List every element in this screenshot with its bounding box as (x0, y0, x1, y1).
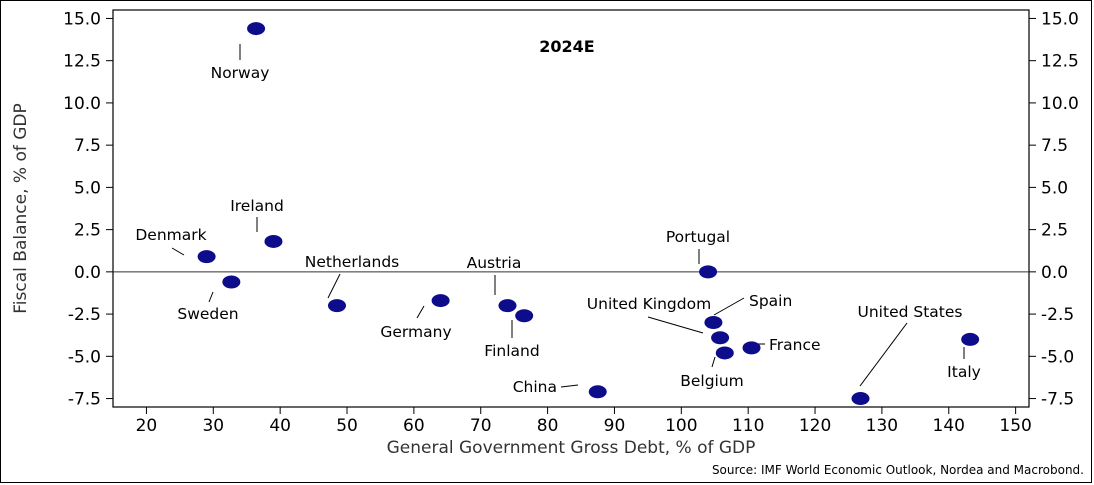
point-label: China (513, 378, 557, 396)
x-tick-label: 150 (999, 416, 1031, 436)
data-point (247, 22, 266, 36)
leader-line (711, 356, 716, 368)
point-label: Norway (211, 64, 270, 82)
y-tick-label-left: 5.0 (74, 178, 101, 198)
x-tick-label: 100 (665, 416, 697, 436)
y-tick-label-right: 2.5 (1041, 221, 1068, 241)
leader-line (560, 384, 579, 388)
y-tick-label-left: -2.5 (68, 305, 101, 325)
leader-line (713, 297, 745, 316)
data-point (742, 341, 761, 355)
x-tick-label: 120 (799, 416, 831, 436)
x-axis-title: General Government Gross Debt, % of GDP (387, 438, 756, 458)
point-label: France (769, 336, 821, 354)
y-tick-label-right: 7.5 (1041, 136, 1068, 156)
x-tick-label: 90 (604, 416, 626, 436)
data-point (699, 265, 718, 279)
leader-line (416, 305, 425, 319)
data-point (588, 385, 607, 399)
data-point (222, 275, 241, 289)
leader-line (208, 291, 214, 303)
y-tick-label-right: -2.5 (1041, 305, 1074, 325)
point-label: Germany (380, 323, 451, 341)
leader-line (327, 273, 341, 299)
point-label: Spain (749, 292, 792, 310)
y-tick-label-right: 12.5 (1041, 52, 1079, 72)
x-tick-label: 80 (537, 416, 559, 436)
data-point (704, 316, 723, 330)
data-point (851, 392, 870, 406)
x-tick-label: 70 (470, 416, 492, 436)
y-tick-label-right: 5.0 (1041, 178, 1068, 198)
x-tick-label: 20 (136, 416, 158, 436)
y-tick-label-left: 15.0 (63, 9, 101, 29)
x-tick-label: 40 (269, 416, 291, 436)
y-tick-label-left: -5.0 (68, 347, 101, 367)
point-label: Ireland (230, 197, 284, 215)
y-tick-label-right: -5.0 (1041, 347, 1074, 367)
point-label: Netherlands (305, 253, 399, 271)
point-label: Belgium (680, 372, 744, 390)
point-label: Denmark (135, 226, 206, 244)
data-point (715, 346, 734, 360)
source-note: Source: IMF World Economic Outlook, Nord… (711, 463, 1084, 477)
x-tick-label: 30 (202, 416, 224, 436)
plot-area (112, 9, 1030, 408)
point-label: Italy (947, 363, 981, 381)
y-tick-label-right: 0.0 (1041, 263, 1068, 283)
point-label: Portugal (666, 228, 730, 246)
y-tick-label-right: 15.0 (1041, 9, 1079, 29)
y-tick-label-left: 7.5 (74, 136, 101, 156)
data-point (711, 331, 730, 345)
y-tick-label-left: -7.5 (68, 390, 101, 410)
chart-title: 2024E (539, 37, 594, 56)
point-label: United Kingdom (587, 295, 711, 313)
y-tick-label-right: -7.5 (1041, 390, 1074, 410)
leader-line (859, 322, 908, 387)
point-label: Sweden (177, 305, 238, 323)
data-point (327, 299, 346, 313)
y-tick-label-right: 10.0 (1041, 94, 1079, 114)
x-tick-label: 140 (933, 416, 965, 436)
y-tick-label-left: 0.0 (74, 263, 101, 283)
x-tick-label: 130 (866, 416, 898, 436)
leader-line (647, 316, 704, 334)
point-label: United States (858, 303, 963, 321)
x-tick-label: 60 (403, 416, 425, 436)
y-tick-label-left: 12.5 (63, 52, 101, 72)
data-point (431, 294, 450, 308)
y-tick-label-left: 10.0 (63, 94, 101, 114)
x-tick-label: 110 (732, 416, 764, 436)
y-tick-label-left: 2.5 (74, 221, 101, 241)
x-tick-label: 50 (336, 416, 358, 436)
y-axis-title: Fiscal Balance, % of GDP (11, 103, 31, 313)
data-point (197, 250, 216, 264)
point-label: Finland (484, 342, 539, 360)
data-point (515, 309, 534, 323)
point-label: Austria (467, 254, 522, 272)
leader-line (171, 247, 185, 256)
data-point (961, 332, 980, 346)
data-point (498, 299, 517, 313)
data-point (264, 234, 283, 248)
